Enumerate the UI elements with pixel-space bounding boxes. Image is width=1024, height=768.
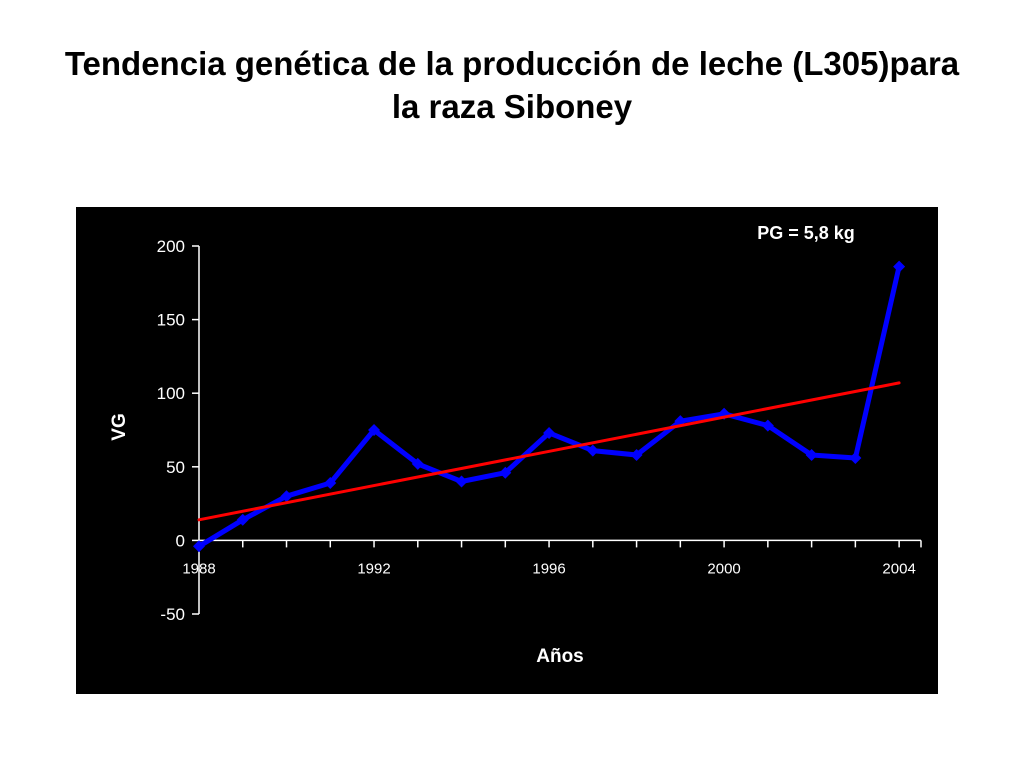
labels: VG Años PG = 5,8 kg	[109, 223, 855, 667]
slide-title: Tendencia genética de la producción de l…	[64, 45, 960, 125]
x-tick-label: 1996	[532, 560, 565, 577]
x-tick-label: 2000	[707, 560, 740, 577]
y-tick-label: -50	[160, 605, 185, 624]
data-point	[761, 419, 774, 432]
y-tick-label: 0	[176, 531, 185, 550]
data-point	[849, 451, 862, 464]
data-point	[499, 466, 512, 479]
data-point	[543, 426, 556, 439]
x-axis-title: Años	[536, 646, 584, 667]
data-point	[280, 490, 293, 503]
x-tick-label: 1992	[357, 560, 390, 577]
x-tick-label: 2004	[882, 560, 915, 577]
y-tick-label: 50	[166, 458, 185, 477]
data-point	[411, 457, 424, 470]
data-point	[893, 260, 906, 273]
data-point	[368, 424, 381, 436]
data-point	[586, 444, 599, 457]
y-axis-title: VG	[109, 413, 130, 440]
data-point	[630, 449, 643, 462]
axes: -50 0 50 100 150 200 1988 1992 1996 2000 2004	[157, 237, 922, 624]
trend-annotation: PG = 5,8 kg	[757, 223, 855, 243]
y-tick-label: 150	[157, 311, 185, 330]
chart-panel: -50 0 50 100 150 200 1988 1992 1996 2000 2004 VG A…	[76, 207, 938, 694]
data-point	[805, 449, 818, 462]
y-tick-label: 100	[157, 384, 185, 403]
series-layer	[193, 260, 906, 553]
trend-line	[197, 381, 901, 522]
series-line	[196, 264, 902, 549]
data-point	[193, 540, 205, 553]
x-tick-label: 1988	[182, 560, 215, 577]
data-point	[324, 476, 337, 489]
y-tick-label: 200	[157, 237, 185, 256]
data-point	[236, 513, 249, 526]
line-chart: -50 0 50 100 150 200 1988 1992 1996 2000 2004 VG A…	[109, 223, 922, 667]
data-point	[455, 475, 468, 488]
